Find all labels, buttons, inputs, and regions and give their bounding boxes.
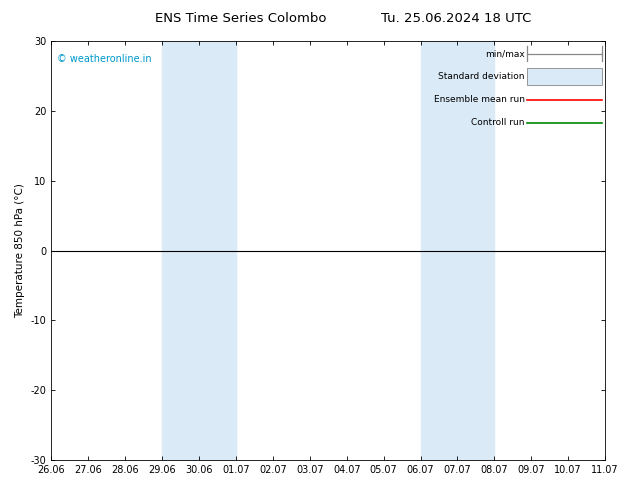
Text: min/max: min/max bbox=[485, 49, 525, 58]
Text: Ensemble mean run: Ensemble mean run bbox=[434, 95, 525, 104]
Text: Standard deviation: Standard deviation bbox=[438, 72, 525, 81]
Bar bbox=[526, 68, 602, 85]
Text: ENS Time Series Colombo: ENS Time Series Colombo bbox=[155, 12, 327, 25]
Bar bbox=[162, 41, 236, 460]
Bar bbox=[420, 41, 495, 460]
Text: Controll run: Controll run bbox=[471, 118, 525, 127]
Text: © weatheronline.in: © weatheronline.in bbox=[57, 53, 152, 64]
Text: Tu. 25.06.2024 18 UTC: Tu. 25.06.2024 18 UTC bbox=[381, 12, 532, 25]
Y-axis label: Temperature 850 hPa (°C): Temperature 850 hPa (°C) bbox=[15, 183, 25, 318]
